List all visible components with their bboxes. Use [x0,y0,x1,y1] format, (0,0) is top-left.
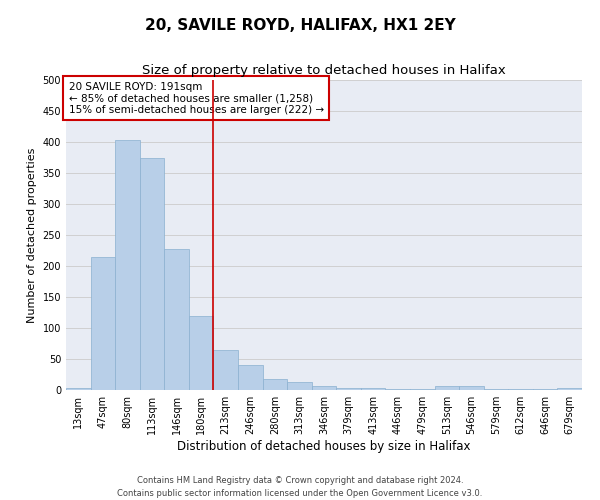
Text: 20, SAVILE ROYD, HALIFAX, HX1 2EY: 20, SAVILE ROYD, HALIFAX, HX1 2EY [145,18,455,32]
Bar [484,389,508,390]
Bar [91,256,115,390]
X-axis label: Distribution of detached houses by size in Halifax: Distribution of detached houses by size … [177,440,471,453]
Text: Contains HM Land Registry data © Crown copyright and database right 2024.
Contai: Contains HM Land Registry data © Crown c… [118,476,482,498]
Bar [361,388,385,390]
Bar [115,140,140,390]
Bar [557,388,582,390]
Bar [434,386,459,390]
Bar [140,158,164,390]
Y-axis label: Number of detached properties: Number of detached properties [27,148,37,322]
Bar [459,386,484,390]
Bar [336,388,361,390]
Bar [263,380,287,390]
Bar [66,388,91,390]
Bar [312,386,336,390]
Bar [189,316,214,390]
Bar [287,382,312,390]
Bar [214,350,238,390]
Bar [238,365,263,390]
Bar [410,389,434,390]
Bar [164,248,189,390]
Title: Size of property relative to detached houses in Halifax: Size of property relative to detached ho… [142,64,506,78]
Bar [385,389,410,390]
Text: 20 SAVILE ROYD: 191sqm
← 85% of detached houses are smaller (1,258)
15% of semi-: 20 SAVILE ROYD: 191sqm ← 85% of detached… [68,82,324,115]
